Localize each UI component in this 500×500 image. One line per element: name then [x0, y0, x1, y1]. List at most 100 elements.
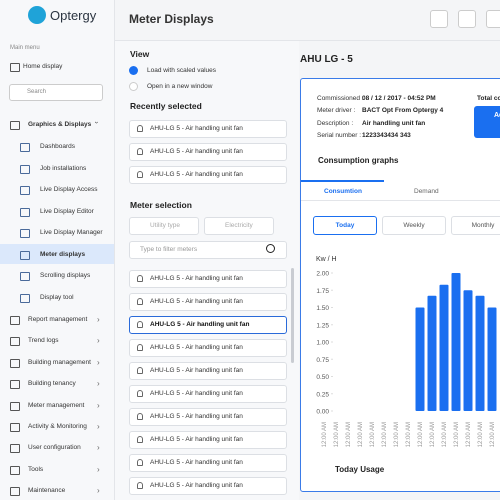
sub-icon — [20, 143, 30, 152]
item-chevron: › — [97, 379, 100, 389]
range-button[interactable]: Weekly — [382, 216, 446, 235]
item-chevron: › — [97, 357, 100, 367]
item-link[interactable]: User configuration — [28, 444, 81, 452]
sub-link[interactable]: Scrolling displays — [40, 272, 91, 279]
meter-item[interactable]: AHU-LG 5 - Air handling unit fan — [129, 339, 287, 357]
sub-icon — [20, 250, 30, 260]
recent-item[interactable]: AHU-LG 5 - Air handling unit fan — [129, 166, 287, 184]
item-link[interactable]: Report management — [28, 316, 88, 323]
y-tick-label: 1.75 — [316, 288, 329, 295]
bar — [451, 273, 461, 411]
section-title: Consumption graphs — [318, 156, 399, 165]
x-tick-label: 12:00 AM — [430, 422, 436, 447]
x-tick-label: 12:00 AM — [478, 422, 484, 447]
recent-item[interactable]: AHU-LG 5 - Air handling unit fan — [129, 143, 287, 161]
link-button[interactable] — [486, 10, 500, 28]
item-icon — [10, 316, 20, 325]
meter-item[interactable]: AHU-LG 5 - Air handling unit fan — [129, 454, 287, 472]
meter-item[interactable]: AHU-LG 5 - Air handling unit fan — [129, 431, 287, 449]
item-link[interactable]: Meter management — [28, 401, 85, 409]
x-tick-label: 12:00 AM — [358, 422, 364, 447]
meter-card — [300, 78, 500, 492]
home-link[interactable]: Home display — [23, 63, 63, 70]
recent-item[interactable]: AHU-LG 5 - Air handling unit fan — [129, 120, 287, 138]
item-chevron: › — [97, 464, 100, 474]
meter-item[interactable]: AHU-LG 5 - Air handling unit fan — [129, 385, 287, 403]
sub-icon — [20, 229, 30, 238]
item-icon — [10, 337, 20, 347]
x-tick-label: 12:00 AM — [346, 422, 352, 447]
bookmark-button[interactable] — [458, 10, 476, 28]
bar — [439, 284, 449, 411]
meter-item[interactable]: AHU-LG 5 - Air handling unit fan — [129, 293, 287, 311]
sub-link[interactable]: Live Display Editor — [40, 207, 94, 215]
item-icon — [10, 487, 20, 497]
item-link[interactable]: Building management — [28, 358, 91, 366]
tab-underline — [301, 180, 384, 182]
logo-mark — [28, 6, 46, 24]
consumption-chart: Kw / H 0.00 0.25 0.50 0.75 1.00 1.25 1.50 1.75 2.… — [316, 256, 497, 447]
field-value: 1223343434 343 — [362, 131, 411, 139]
item-icon — [10, 465, 20, 475]
bar — [415, 307, 425, 411]
y-tick-label: 1.25 — [316, 322, 329, 329]
field-label: Description : — [317, 119, 354, 127]
sub-link[interactable]: Live Display Manager — [40, 229, 103, 236]
range-button[interactable]: Monthly — [451, 216, 500, 235]
filter-input[interactable]: Type to filter meters — [129, 241, 287, 259]
item-link[interactable]: Tools — [28, 465, 44, 473]
meter-item[interactable]: AHU-LG 5 - Air handling unit fan — [129, 270, 287, 288]
x-tick-label: 12:00 AM — [382, 422, 388, 447]
sub-icon — [20, 207, 30, 217]
x-tick-label: 12:00 AM — [490, 422, 496, 447]
sub-icon — [20, 186, 30, 195]
meter-item[interactable]: AHU-LG 5 - Air handling unit fan — [129, 362, 287, 380]
search-placeholder: Search — [27, 89, 47, 95]
radio[interactable] — [129, 82, 138, 91]
scrollbar — [291, 268, 294, 363]
item-link[interactable]: Building tenancy — [28, 380, 76, 388]
y-tick-label: 0.75 — [316, 357, 329, 364]
x-tick-label: 12:00 AM — [466, 422, 472, 447]
x-tick-label: 12:00 AM — [322, 422, 328, 447]
field-value: Air handling unit fan — [362, 119, 426, 127]
item-icon — [10, 380, 20, 390]
sub-link[interactable]: Live Display Access — [40, 186, 98, 193]
radio-label: Open in a new window — [147, 83, 213, 90]
sub-link[interactable]: Job installations — [40, 164, 87, 172]
x-tick-label: 12:00 AM — [370, 422, 376, 447]
y-axis-label: Kw / H — [316, 256, 337, 263]
bar — [487, 307, 497, 411]
item-icon — [10, 358, 20, 368]
item-link[interactable]: Maintenance — [28, 487, 66, 495]
radio[interactable] — [129, 66, 138, 75]
filter-dropdown[interactable]: Utility type — [129, 217, 199, 235]
item-link[interactable]: Activity & Monitoring — [28, 423, 87, 430]
meter-item[interactable]: AHU-LG 5 - Air handling unit fan — [129, 477, 287, 495]
filter-dropdown[interactable]: Electricity — [204, 217, 274, 235]
meter-item[interactable]: AHU-LG 5 - Air handling unit fan — [129, 408, 287, 426]
search-box — [9, 84, 103, 101]
field-label: Serial number : — [317, 131, 362, 139]
meter-item[interactable]: AHU-LG 5 - Air handling unit fan — [129, 316, 287, 334]
item-chevron: › — [97, 443, 100, 453]
item-link[interactable]: Trend logs — [28, 337, 59, 345]
add-button[interactable]: Ad — [474, 106, 500, 138]
sub-link[interactable]: Display tool — [40, 293, 74, 301]
sub-icon — [20, 272, 30, 281]
field-value: 08 / 12 / 2017 - 04:52 PM — [362, 95, 436, 102]
item-chevron: › — [97, 315, 100, 324]
brand: Optergy — [50, 8, 97, 23]
info-button[interactable] — [430, 10, 448, 28]
sub-link[interactable]: Dashboards — [40, 143, 76, 150]
tabs-line — [301, 200, 500, 201]
item-chevron: › — [97, 336, 100, 346]
sub-link[interactable]: Meter displays — [40, 250, 86, 258]
range-button[interactable]: Today — [313, 216, 377, 235]
bar — [427, 295, 437, 411]
radio-label: Load with scaled values — [147, 67, 217, 74]
item-chevron: › — [97, 422, 100, 431]
tab[interactable]: Consumtion — [324, 188, 362, 195]
tab[interactable]: Demand — [414, 188, 439, 195]
group-link[interactable]: Graphics & Displays — [28, 121, 92, 128]
